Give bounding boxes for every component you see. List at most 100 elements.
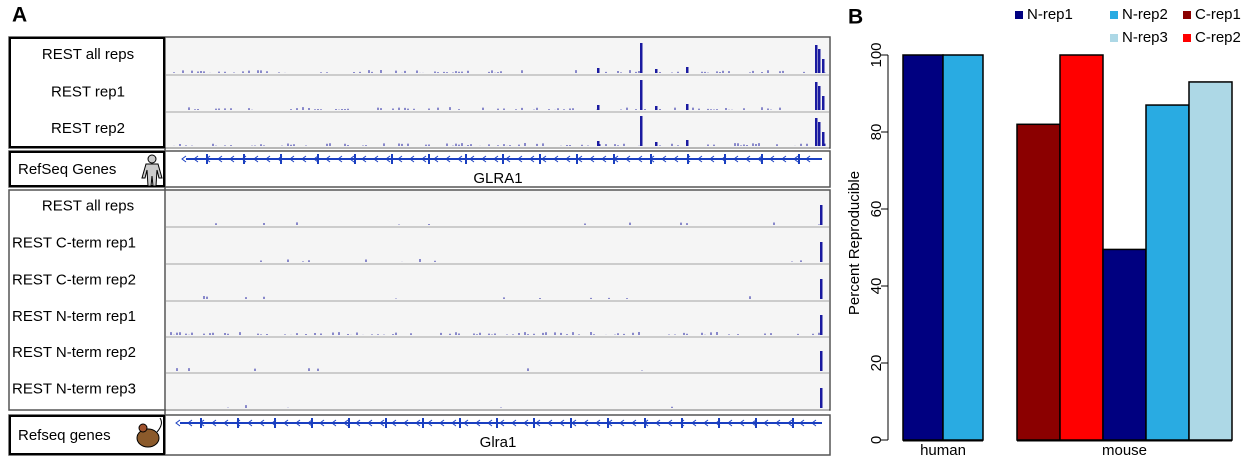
bar: [942, 54, 984, 441]
gene-arrow: [301, 155, 307, 163]
gene-arrow: [565, 155, 571, 163]
gene-arrow: [727, 419, 733, 427]
track-label: REST N-term rep1: [12, 308, 136, 325]
gene-arrow: [619, 419, 625, 427]
peak: [686, 140, 689, 146]
track-label: REST rep1: [51, 83, 125, 100]
peak: [815, 82, 818, 110]
mouse-icon: [136, 417, 162, 448]
gene-arrow: [187, 419, 193, 427]
gene-arrow: [775, 419, 781, 427]
gene-name: Glra1: [480, 434, 517, 451]
gene-arrow: [439, 419, 445, 427]
gene-name: GLRA1: [473, 170, 522, 187]
label-box: [9, 151, 165, 187]
peak: [686, 67, 689, 73]
peak: [822, 59, 825, 73]
gene-arrow: [805, 155, 811, 163]
exon: [755, 418, 757, 428]
peak: [640, 80, 643, 110]
peak: [818, 86, 821, 110]
exon: [354, 154, 356, 164]
gene-arrow: [379, 419, 385, 427]
exon: [607, 418, 609, 428]
gene-arrow: [787, 419, 793, 427]
exon: [502, 154, 504, 164]
track-label: REST N-term rep3: [12, 380, 136, 397]
gene-arrow: [475, 419, 481, 427]
peak: [655, 69, 658, 73]
gene-arrow: [385, 155, 391, 163]
peak: [655, 106, 658, 110]
legend-swatch: [1183, 11, 1191, 19]
y-tick-label: 40: [868, 278, 885, 295]
gene-arrow: [541, 155, 547, 163]
exon: [200, 418, 202, 428]
exon: [459, 418, 461, 428]
gene-arrow: [343, 419, 349, 427]
exon: [385, 418, 387, 428]
bar: [1145, 104, 1190, 441]
gene-arrow: [421, 155, 427, 163]
track-bg: [166, 76, 829, 111]
gene-arrow: [595, 419, 601, 427]
peak: [655, 142, 658, 146]
peak: [815, 118, 818, 146]
gene-arrow: [523, 419, 529, 427]
gene-arrow: [175, 419, 181, 427]
panel-label: A: [12, 4, 27, 27]
track-label: REST all reps: [42, 46, 134, 63]
track-label: Refseq genes: [18, 427, 111, 444]
gene-arrow: [709, 155, 715, 163]
human-icon: [141, 154, 163, 187]
exon: [243, 154, 245, 164]
track-bg: [166, 228, 829, 263]
exon: [724, 154, 726, 164]
track-label: REST N-term rep2: [12, 344, 136, 361]
gene-arrow: [433, 155, 439, 163]
x-tick-label: human: [920, 442, 966, 459]
bar: [902, 54, 944, 441]
gene-arrow: [739, 419, 745, 427]
gene-arrow: [745, 155, 751, 163]
gene-arrow: [349, 155, 355, 163]
gene-arrow: [337, 155, 343, 163]
label-box: [9, 37, 165, 148]
peak: [820, 351, 823, 371]
gene-arrow: [655, 419, 661, 427]
exon: [650, 154, 652, 164]
track-label: REST C-term rep2: [12, 271, 136, 288]
peak: [597, 105, 600, 110]
peak: [818, 122, 821, 146]
legend-swatch: [1110, 11, 1118, 19]
gene-arrow: [361, 155, 367, 163]
legend-label: N-rep3: [1122, 29, 1168, 46]
track-bg: [166, 338, 829, 372]
y-tick-label: 80: [868, 124, 885, 141]
peak: [820, 279, 823, 299]
exon: [533, 418, 535, 428]
bar: [1102, 248, 1147, 441]
exon: [280, 154, 282, 164]
legend-label: C-rep2: [1195, 29, 1241, 46]
gene-arrow: [355, 419, 361, 427]
peak: [822, 96, 825, 110]
exon: [317, 154, 319, 164]
track-label: REST C-term rep1: [12, 234, 136, 251]
gene-arrow: [295, 419, 301, 427]
exon: [348, 418, 350, 428]
gene-arrow: [415, 419, 421, 427]
peak: [640, 116, 643, 146]
gene-arrow: [211, 419, 217, 427]
x-tick-label: mouse: [1102, 442, 1147, 459]
gene-arrow: [733, 155, 739, 163]
gene-arrow: [781, 155, 787, 163]
gene-arrow: [493, 155, 499, 163]
gene-arrow: [313, 155, 319, 163]
gene-arrow: [451, 419, 457, 427]
gene-arrow: [307, 419, 313, 427]
gene-arrow: [691, 419, 697, 427]
gene-arrow: [427, 419, 433, 427]
gene-arrow: [481, 155, 487, 163]
gene-arrow: [331, 419, 337, 427]
